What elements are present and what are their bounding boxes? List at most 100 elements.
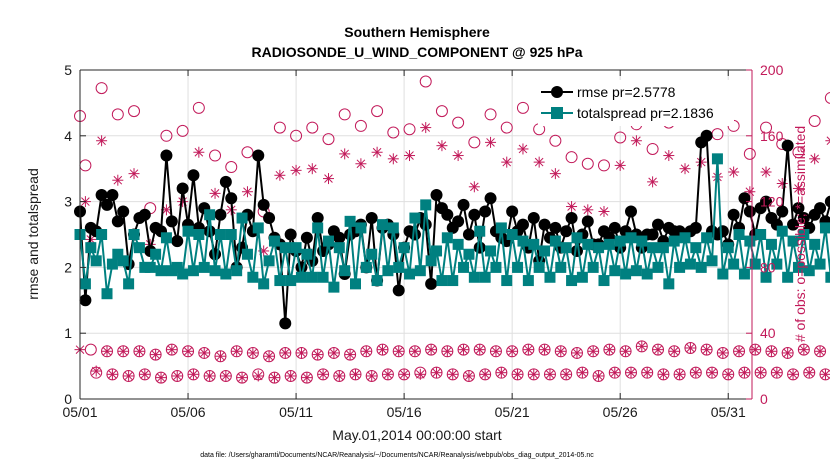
assimilated-point bbox=[317, 368, 329, 380]
totalspread-line bbox=[79, 158, 830, 294]
assimilated-point bbox=[771, 367, 783, 379]
possible-point bbox=[468, 136, 481, 149]
totalspread-point bbox=[749, 258, 761, 270]
rmse-point bbox=[581, 215, 594, 228]
assimilated-point bbox=[204, 370, 216, 382]
possible-point bbox=[484, 108, 497, 121]
assimilated-point bbox=[517, 143, 529, 155]
assimilated-point bbox=[701, 344, 713, 356]
rmse-point bbox=[760, 195, 773, 208]
legend-box bbox=[538, 80, 734, 126]
rmse-point bbox=[79, 294, 92, 307]
totalspread-point bbox=[393, 261, 405, 273]
rmse-point bbox=[425, 277, 438, 290]
assimilated-point bbox=[328, 347, 340, 359]
rmse-point bbox=[279, 317, 292, 330]
chart-subtitle: RADIOSONDE_U_WIND_COMPONENT @ 925 hPa bbox=[251, 44, 582, 60]
assimilated-point bbox=[593, 370, 605, 382]
totalspread-point bbox=[355, 222, 367, 234]
assimilated-point bbox=[722, 368, 734, 380]
rmse-point bbox=[300, 231, 313, 244]
x-tick-label: 05/26 bbox=[603, 404, 638, 420]
possible-point bbox=[500, 121, 513, 134]
totalspread-point bbox=[452, 238, 464, 250]
assimilated-point bbox=[695, 156, 707, 168]
assimilated-point bbox=[420, 122, 432, 134]
rmse-point bbox=[101, 198, 114, 211]
assimilated-point bbox=[490, 345, 502, 357]
assimilated-point bbox=[306, 163, 318, 175]
totalspread-point bbox=[760, 271, 772, 283]
totalspread-point bbox=[598, 275, 610, 287]
assimilated-point bbox=[528, 368, 540, 380]
totalspread-point bbox=[106, 258, 118, 270]
possible-point bbox=[760, 121, 773, 134]
totalspread-point bbox=[657, 242, 669, 254]
totalspread-point bbox=[236, 212, 248, 224]
rmse-point bbox=[527, 212, 540, 225]
totalspread-point bbox=[414, 265, 426, 277]
totalspread-point bbox=[447, 275, 459, 287]
totalspread-point bbox=[701, 232, 713, 244]
totalspread-point bbox=[214, 229, 226, 240]
assimilated-point bbox=[322, 173, 334, 185]
possible-point bbox=[306, 121, 319, 134]
totalspread-point bbox=[204, 209, 216, 221]
possible-point bbox=[322, 133, 335, 146]
assimilated-point bbox=[522, 344, 534, 356]
assimilated-point bbox=[112, 174, 124, 186]
totalspread-point bbox=[593, 242, 605, 254]
totalspread-point bbox=[652, 261, 664, 273]
totalspread-point bbox=[755, 229, 767, 240]
rmse-point bbox=[117, 205, 130, 218]
rmse-point bbox=[538, 218, 551, 231]
totalspread-point bbox=[539, 245, 551, 257]
totalspread-point bbox=[474, 225, 486, 237]
assimilated-point bbox=[636, 340, 648, 352]
totalspread-point bbox=[738, 268, 750, 280]
assimilated-point bbox=[344, 349, 356, 361]
totalspread-point bbox=[609, 265, 621, 277]
rmse-point bbox=[160, 149, 173, 162]
rmse-point bbox=[506, 205, 519, 218]
totalspread-point bbox=[528, 238, 540, 250]
totalspread-point bbox=[295, 271, 307, 283]
totalspread-point bbox=[782, 271, 794, 283]
totalspread-point bbox=[193, 229, 205, 240]
totalspread-point bbox=[258, 278, 270, 290]
rmse-point bbox=[187, 169, 200, 182]
possible-point bbox=[743, 147, 756, 160]
possible-point bbox=[95, 82, 108, 95]
rmse-point bbox=[473, 241, 486, 254]
rmse-point bbox=[392, 284, 405, 297]
chart-title: Southern Hemisphere bbox=[344, 24, 490, 40]
possible-point bbox=[597, 159, 610, 172]
assimilated-point bbox=[171, 370, 183, 382]
totalspread-point bbox=[717, 268, 729, 280]
assimilated-point bbox=[90, 365, 102, 377]
rmse-point bbox=[284, 228, 297, 241]
totalspread-point bbox=[825, 271, 830, 283]
assimilated-point bbox=[728, 166, 740, 178]
assimilated-point bbox=[668, 345, 680, 357]
assimilated-point bbox=[301, 372, 313, 384]
footnote: data file: /Users/gharamti/Documents/NCA… bbox=[200, 452, 594, 459]
assimilated-point bbox=[479, 368, 491, 380]
totalspread-point bbox=[463, 248, 475, 260]
assimilated-point bbox=[614, 159, 626, 171]
possible-point bbox=[419, 75, 432, 88]
totalspread-point bbox=[247, 271, 259, 283]
y-tick-label: 4 bbox=[64, 128, 72, 144]
y-right-tick-label: 80 bbox=[760, 259, 776, 275]
possible-point bbox=[387, 126, 400, 139]
rmse-point bbox=[468, 208, 481, 221]
assimilated-point bbox=[441, 345, 453, 357]
assimilated-point bbox=[387, 153, 399, 165]
totalspread-point bbox=[328, 281, 340, 293]
totalspread-point bbox=[625, 232, 637, 244]
totalspread-point bbox=[177, 268, 189, 280]
totalspread-point bbox=[225, 229, 237, 240]
assimilated-point bbox=[241, 186, 253, 198]
assimilated-point bbox=[674, 368, 686, 380]
